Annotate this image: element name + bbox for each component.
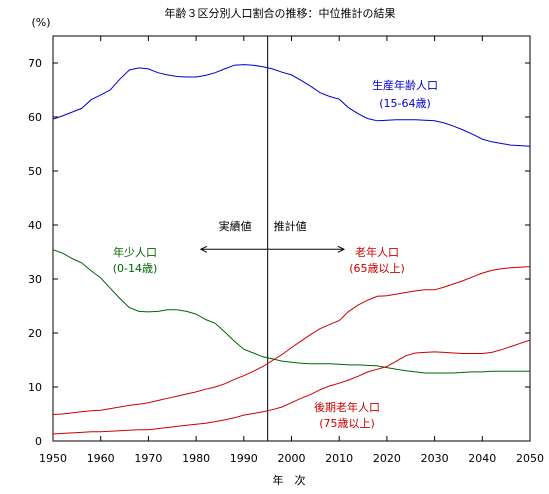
series-line-3 — [52, 339, 531, 435]
plot-frame — [52, 35, 531, 442]
x-tick-label: 2010 — [325, 452, 353, 465]
chart-title: 年齢３区分別人口割合の推移：中位推計の結果 — [165, 6, 396, 20]
arrow-head-right — [337, 245, 346, 253]
projected-label: 推計値 — [274, 219, 307, 233]
x-tick-label: 1980 — [182, 452, 210, 465]
y-tick-label: 50 — [28, 165, 42, 178]
x-axis-label: 年 次 — [273, 473, 306, 487]
x-tick-label: 2040 — [468, 452, 496, 465]
series-sublabel-0: (15-64歳) — [379, 97, 431, 110]
arrow-head-left — [199, 245, 208, 253]
x-tick-label: 1970 — [134, 452, 162, 465]
y-tick-label: 20 — [28, 327, 42, 340]
series-labels: 生産年齢人口 (15-64歳) 年少人口 (0-14歳) 老年人口 (65歳以上) 後期老年… — [113, 78, 438, 430]
series-sublabel-3: (75歳以上) — [319, 417, 375, 430]
x-tick-label: 2020 — [373, 452, 401, 465]
annotations: 実績値 推計値 — [199, 219, 346, 253]
series-sublabel-1: (0-14歳) — [113, 262, 158, 275]
y-tick-label: 70 — [28, 57, 42, 70]
series-sublabel-2: (65歳以上) — [349, 262, 405, 275]
series-label-1: 年少人口 — [113, 245, 157, 259]
y-tick-label: 60 — [28, 111, 42, 124]
x-tick-label: 1950 — [39, 452, 67, 465]
series-label-0: 生産年齢人口 — [372, 78, 438, 92]
y-tick-label: 10 — [28, 381, 42, 394]
series-label-3: 後期老年人口 — [314, 400, 380, 414]
y-tick-label: 30 — [28, 273, 42, 286]
x-tick-label: 1990 — [230, 452, 258, 465]
series-line-0 — [52, 64, 531, 147]
y-axis-label: (%) — [31, 16, 50, 29]
x-tick-label: 1960 — [87, 452, 115, 465]
series-line-2 — [52, 266, 531, 415]
y-tick-label: 0 — [35, 435, 42, 448]
series-line-1 — [52, 249, 530, 374]
series-label-2: 老年人口 — [355, 245, 399, 259]
x-tick-label: 2000 — [278, 452, 306, 465]
actual-label: 実績値 — [219, 219, 252, 233]
x-tick-label: 2030 — [421, 452, 449, 465]
x-tick-label: 2050 — [516, 452, 544, 465]
series-group — [52, 64, 531, 435]
y-tick-label: 40 — [28, 219, 42, 232]
